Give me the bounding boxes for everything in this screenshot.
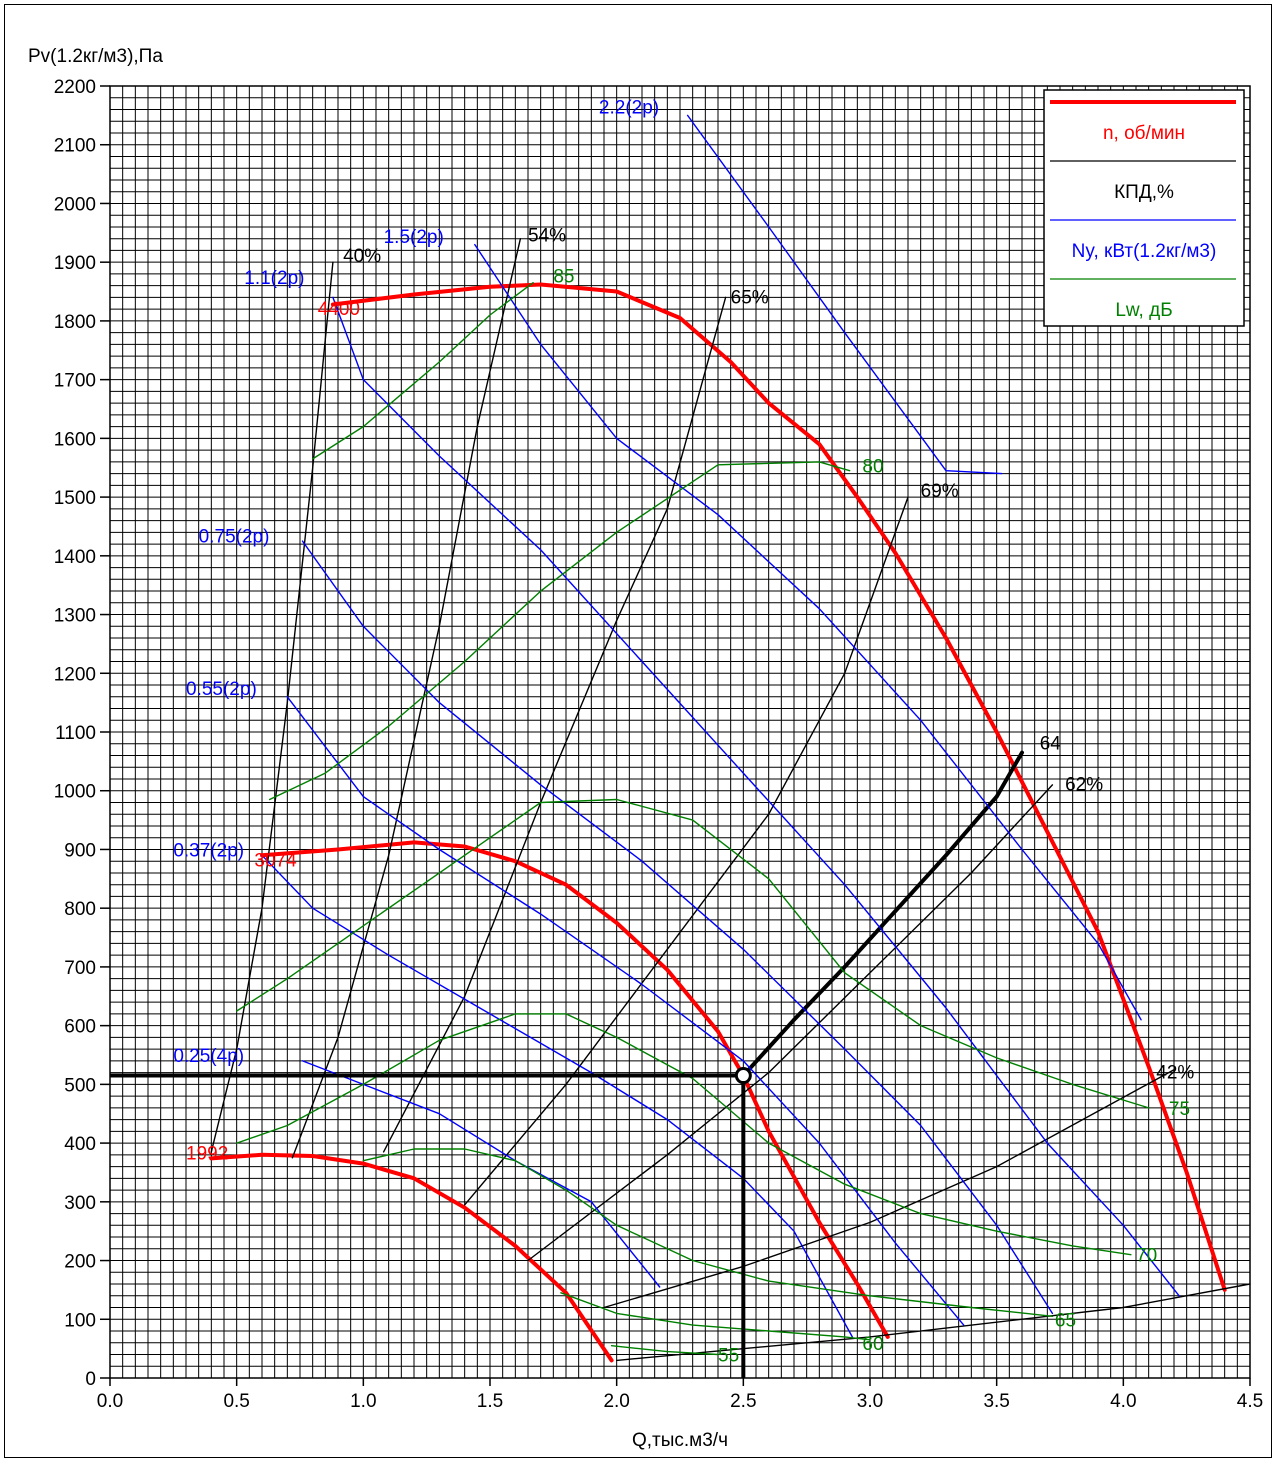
series-label: 55 [718, 1346, 739, 1367]
x-tick-label: 1.5 [477, 1391, 503, 1412]
y-tick-label: 0 [85, 1369, 96, 1390]
x-tick-label: 2.5 [730, 1391, 756, 1412]
operating-point-lines [110, 1067, 752, 1378]
x-axis-label: Q,тыс.м3/ч [632, 1430, 728, 1451]
y-tick-label: 200 [64, 1252, 96, 1273]
noise-line-75 [235, 798, 1150, 1109]
legend-box [1043, 89, 1245, 327]
efficiency-line-65- [382, 296, 727, 1153]
operating-point-marker [734, 1067, 752, 1085]
series-label: 70 [1136, 1246, 1157, 1267]
x-tick-label: 3.5 [983, 1391, 1009, 1412]
y-tick-label: 1400 [54, 547, 96, 568]
series-label: 60 [862, 1334, 883, 1355]
series-label: 64 [1040, 734, 1062, 755]
y-tick-label: 2100 [54, 136, 96, 157]
efficiency-line-54- [291, 237, 522, 1159]
y-tick-label: 2200 [54, 77, 96, 98]
series-label: 69% [921, 481, 959, 502]
y-tick-label: 600 [64, 1017, 96, 1038]
series-label: 42% [1156, 1062, 1194, 1083]
power-line-1-5-2p- [474, 243, 1142, 1021]
x-tick-label: 4.0 [1110, 1391, 1136, 1412]
noise-line-60 [560, 1292, 871, 1341]
y-tick-label: 1300 [54, 606, 96, 627]
y-tick-label: 1700 [54, 371, 96, 392]
x-tick-label: 0.0 [97, 1391, 123, 1412]
series-label: 40% [343, 246, 381, 267]
series-label: 62% [1065, 775, 1103, 796]
y-tick-label: 800 [64, 899, 96, 920]
legend-label: Ny, кВт(1.2кг/м3) [1072, 241, 1217, 262]
efficiency-line-40- [210, 261, 334, 1153]
power-line-1-1-2p- [332, 296, 1180, 1297]
y-tick-label: 300 [64, 1193, 96, 1214]
series-label: 85 [553, 267, 574, 288]
series-label: 0.37(2p) [173, 841, 244, 862]
x-tick-label: 4.5 [1237, 1391, 1263, 1412]
noise-line-55 [610, 1344, 719, 1356]
noise-line-85 [312, 282, 534, 460]
series-label: 80 [862, 456, 883, 477]
operating-line-64 [741, 750, 1024, 1078]
legend-label: Lw, дБ [1115, 300, 1172, 321]
x-tick-label: 1.0 [350, 1391, 376, 1412]
noise-line-80 [268, 461, 851, 801]
power-line-0-75-2p- [301, 540, 1054, 1315]
power-line-0-25-4p- [301, 1060, 661, 1288]
noise-line-65 [362, 1148, 1054, 1318]
y-tick-label: 1600 [54, 429, 96, 450]
series-label: 4400 [318, 299, 360, 320]
x-tick-label: 0.5 [223, 1391, 249, 1412]
y-tick-label: 1000 [54, 782, 96, 803]
y-tick-label: 1200 [54, 664, 96, 685]
series-label: 0.25(4p) [173, 1046, 244, 1067]
series-label: 65% [731, 287, 769, 308]
series-label: 1.1(2p) [244, 268, 304, 289]
series-label: 0.75(2p) [199, 526, 270, 547]
efficiency-line-69- [464, 496, 909, 1206]
power-line-2-2-2p- [686, 114, 1003, 475]
efficiency-line-42- [603, 1068, 1175, 1309]
legend-label: КПД,% [1114, 182, 1174, 203]
series-label: 65 [1055, 1310, 1076, 1331]
speed-line-3074 [260, 840, 890, 1339]
series-label: 1992 [186, 1144, 228, 1165]
y-tick-label: 1800 [54, 312, 96, 333]
y-tick-label: 400 [64, 1134, 96, 1155]
series-label: 0.55(2p) [186, 679, 257, 700]
efficiency-line-62- [527, 784, 1054, 1262]
y-tick-label: 100 [64, 1310, 96, 1331]
x-tick-label: 2.0 [603, 1391, 629, 1412]
series-label: 1.5(2p) [384, 227, 444, 248]
series-label: 54% [528, 226, 566, 247]
axes: 0.0 0.5 1.0 1.5 2.0 2.5 3.0 3.5 4.0 4.5 0 100 200 300… [54, 77, 1263, 1412]
power-line-0-55-2p- [286, 696, 965, 1326]
speed-line-1992 [209, 1152, 614, 1363]
speed-line-4400 [330, 282, 1227, 1292]
y-tick-label: 500 [64, 1075, 96, 1096]
series-label: 75 [1169, 1099, 1190, 1120]
y-tick-label: 900 [64, 840, 96, 861]
chart-frame [4, 4, 1272, 1458]
series-label: 2.2(2p) [599, 98, 659, 119]
y-tick-label: 700 [64, 958, 96, 979]
y-tick-label: 1900 [54, 253, 96, 274]
series-label: 3074 [254, 850, 297, 871]
y-axis-label: Pv(1.2кг/м3),Па [28, 46, 163, 67]
power-line-0-37-2p- [261, 854, 853, 1338]
y-tick-label: 1100 [55, 723, 96, 744]
y-tick-label: 2000 [54, 194, 96, 215]
series-lines [209, 114, 1251, 1363]
legend: n, об/мин КПД,% Ny, кВт(1.2кг/м3) Lw, дБ [1043, 89, 1245, 327]
x-tick-label: 3.0 [857, 1391, 883, 1412]
y-tick-label: 1500 [54, 488, 96, 509]
legend-label: n, об/мин [1103, 123, 1185, 144]
series-labels: 4400 3074 1992 40% 54% 65% 69% 62% 42% 64 2.2(2p) 1… [173, 98, 1194, 1367]
